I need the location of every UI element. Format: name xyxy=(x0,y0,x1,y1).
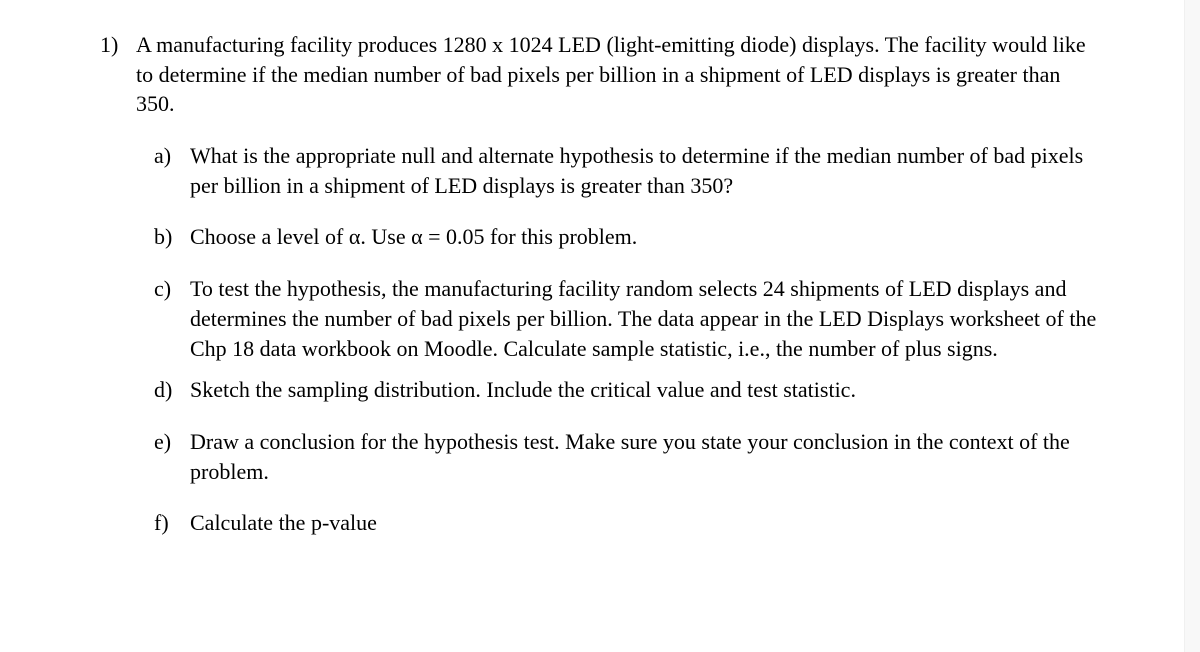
part-d-label: d) xyxy=(154,375,190,405)
part-b: b) Choose a level of α. Use α = 0.05 for… xyxy=(136,222,1100,252)
question-intro: A manufacturing facility produces 1280 x… xyxy=(136,30,1100,119)
part-c: c) To test the hypothesis, the manufactu… xyxy=(136,274,1100,363)
part-a-text: What is the appropriate null and alterna… xyxy=(190,141,1100,200)
question-number: 1) xyxy=(100,30,136,60)
part-f-label: f) xyxy=(154,508,190,538)
part-e-label: e) xyxy=(154,427,190,457)
part-d: d) Sketch the sampling distribution. Inc… xyxy=(136,375,1100,405)
part-e: e) Draw a conclusion for the hypothesis … xyxy=(136,427,1100,486)
part-b-text: Choose a level of α. Use α = 0.05 for th… xyxy=(190,222,1100,252)
scrollbar-track[interactable] xyxy=(1184,0,1200,652)
part-a-label: a) xyxy=(154,141,190,171)
part-a: a) What is the appropriate null and alte… xyxy=(136,141,1100,200)
part-e-text: Draw a conclusion for the hypothesis tes… xyxy=(190,427,1100,486)
part-f-text: Calculate the p-value xyxy=(190,508,1100,538)
part-b-label: b) xyxy=(154,222,190,252)
part-f: f) Calculate the p-value xyxy=(136,508,1100,538)
part-d-text: Sketch the sampling distribution. Includ… xyxy=(190,375,1100,405)
question-container: 1) A manufacturing facility produces 128… xyxy=(100,30,1100,560)
question-body: A manufacturing facility produces 1280 x… xyxy=(136,30,1100,560)
part-c-text: To test the hypothesis, the manufacturin… xyxy=(190,274,1100,363)
part-c-label: c) xyxy=(154,274,190,304)
